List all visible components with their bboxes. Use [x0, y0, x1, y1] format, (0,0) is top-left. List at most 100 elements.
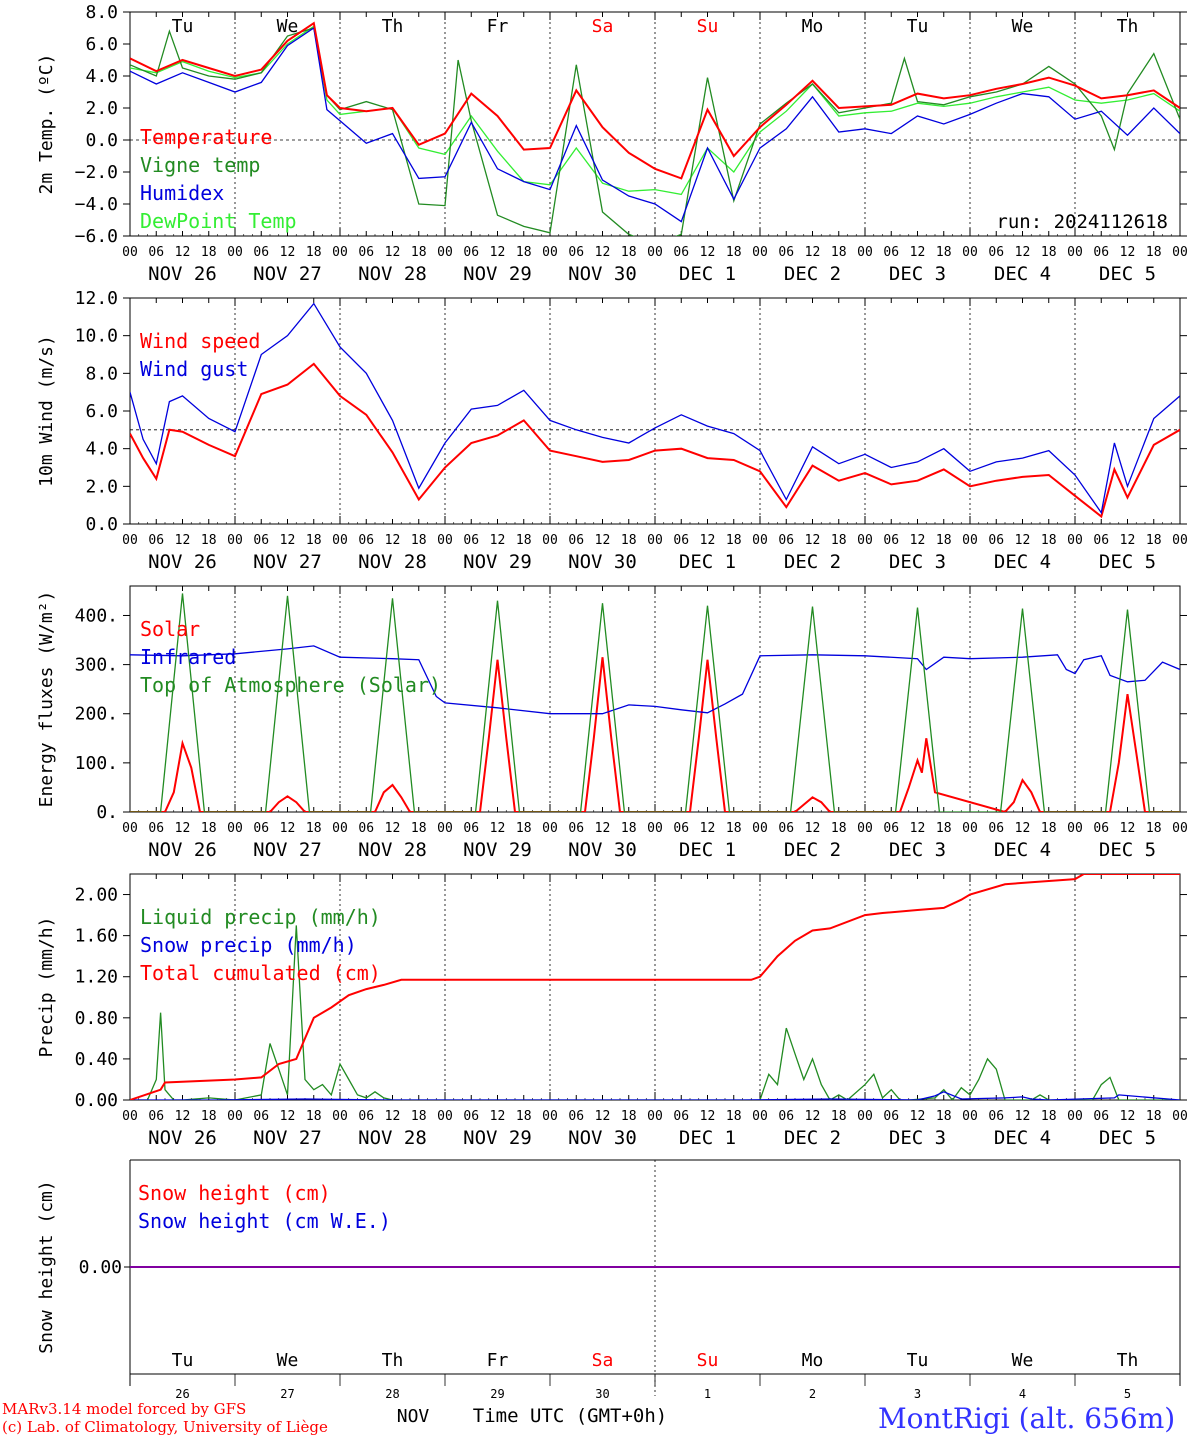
day-label-top: Tu — [172, 16, 194, 37]
hour-tick-label: 06 — [988, 1109, 1004, 1124]
hour-tick-label: 12 — [490, 821, 506, 836]
y-axis-title: Precip (mm/h) — [36, 917, 57, 1058]
hour-tick-label: 06 — [148, 533, 164, 548]
date-label: NOV 30 — [568, 263, 637, 285]
panel-5 — [124, 1159, 1181, 1396]
hour-tick-label: 00 — [1067, 533, 1083, 548]
date-label: DEC 2 — [784, 263, 841, 285]
day-label-bottom: Tu — [172, 1350, 194, 1371]
hour-tick-label: 06 — [148, 1109, 164, 1124]
series-line-wind-speed — [130, 362, 1180, 519]
panel-frame — [129, 297, 1181, 525]
date-label: DEC 1 — [679, 1127, 736, 1149]
hour-tick-label: 18 — [411, 821, 427, 836]
hour-tick-label: 06 — [253, 533, 269, 548]
hour-tick-label: 00 — [962, 245, 978, 260]
hour-tick-label: 06 — [1093, 533, 1109, 548]
hour-tick-label: 18 — [516, 245, 532, 260]
hour-tick-label: 00 — [962, 1109, 978, 1124]
panel-frame — [129, 585, 1181, 813]
series-line-solar — [130, 657, 1180, 812]
hour-tick-label: 06 — [358, 245, 374, 260]
footer-lab: (c) Lab. of Climatology, University of L… — [2, 1418, 328, 1436]
hour-tick-label: 18 — [1041, 533, 1057, 548]
day-label-bottom: We — [277, 1350, 299, 1371]
hour-tick-label: 06 — [883, 245, 899, 260]
hour-tick-label: 12 — [910, 533, 926, 548]
hour-tick-label: 06 — [253, 245, 269, 260]
series-line-top-of-atmosphere-solar- — [130, 593, 1180, 812]
hour-tick-label: 18 — [201, 245, 217, 260]
hour-tick-label: 12 — [805, 821, 821, 836]
y-tick-label: 0.0 — [85, 130, 118, 151]
date-label: NOV 28 — [358, 263, 427, 285]
hour-tick-label: 00 — [962, 533, 978, 548]
hour-tick-label: 12 — [1120, 1109, 1136, 1124]
hour-tick-label: 12 — [910, 1109, 926, 1124]
footer-model: MARv3.14 model forced by GFS — [2, 1400, 247, 1418]
legend-total-cumulated-cm-: Total cumulated (cm) — [140, 961, 381, 985]
hour-tick-label: 06 — [463, 1109, 479, 1124]
hour-tick-label: 18 — [831, 533, 847, 548]
hour-tick-label: 00 — [437, 821, 453, 836]
hour-tick-label: 00 — [647, 245, 663, 260]
legend-infrared: Infrared — [140, 645, 236, 669]
hour-tick-label: 00 — [227, 1109, 243, 1124]
y-tick-label: 1.60 — [75, 926, 118, 947]
y-tick-label: −6.0 — [75, 226, 118, 247]
hour-tick-label: 18 — [1041, 821, 1057, 836]
hour-tick-label: 12 — [805, 533, 821, 548]
hour-tick-label: 12 — [1120, 821, 1136, 836]
hour-tick-label: 12 — [385, 821, 401, 836]
series-line-liquid-precip-mm-h- — [130, 925, 1180, 1100]
hour-tick-label: 06 — [778, 533, 794, 548]
legend-snow-precip-mm-h-: Snow precip (mm/h) — [140, 933, 357, 957]
y-tick-label: 4.0 — [85, 439, 118, 460]
hour-tick-label: 00 — [227, 533, 243, 548]
hour-tick-label: 06 — [1093, 821, 1109, 836]
hour-tick-label: 18 — [411, 1109, 427, 1124]
y-tick-label: 0.00 — [75, 1090, 118, 1111]
hour-tick-label: 00 — [752, 533, 768, 548]
panel-2 — [123, 297, 1187, 525]
date-label: DEC 4 — [994, 551, 1051, 573]
hour-tick-label: 00 — [122, 821, 138, 836]
series-line-snow-precip-mm-h- — [130, 1091, 1180, 1100]
day-number: 1 — [704, 1387, 711, 1401]
day-number: 2 — [809, 1387, 816, 1401]
legend-wind-gust: Wind gust — [140, 357, 248, 381]
y-tick-label: 6.0 — [85, 401, 118, 422]
hour-tick-label: 00 — [857, 1109, 873, 1124]
hour-tick-label: 06 — [568, 245, 584, 260]
station-label: MontRigi (alt. 656m) — [878, 1402, 1175, 1435]
y-tick-label: 0.0 — [85, 514, 118, 535]
footer-credits: MARv3.14 model forced by GFS (c) Lab. of… — [2, 1400, 328, 1436]
hour-tick-label: 12 — [1015, 821, 1031, 836]
day-label-top: Tu — [907, 16, 929, 37]
hour-tick-label: 18 — [516, 533, 532, 548]
date-label: DEC 3 — [889, 1127, 946, 1149]
hour-tick-label: 06 — [358, 1109, 374, 1124]
legend-solar: Solar — [140, 617, 200, 641]
hour-tick-label: 00 — [857, 245, 873, 260]
hour-tick-label: 18 — [201, 533, 217, 548]
day-label-bottom: Sa — [592, 1350, 614, 1371]
day-label-bottom: Su — [697, 1350, 719, 1371]
hour-tick-label: 18 — [201, 821, 217, 836]
y-tick-label: 0.00 — [79, 1257, 122, 1278]
y-axis-title: Snow height (cm) — [36, 1180, 57, 1353]
hour-tick-label: 06 — [253, 1109, 269, 1124]
hour-tick-label: 06 — [778, 1109, 794, 1124]
hour-tick-label: 00 — [1172, 245, 1188, 260]
hour-tick-label: 12 — [595, 245, 611, 260]
hour-tick-label: 12 — [280, 821, 296, 836]
date-label: DEC 4 — [994, 263, 1051, 285]
hour-tick-label: 00 — [332, 821, 348, 836]
day-label-top: Fr — [487, 16, 509, 37]
date-label: NOV 26 — [148, 263, 217, 285]
legend-top-of-atmosphere-solar-: Top of Atmosphere (Solar) — [140, 673, 441, 697]
date-label: DEC 1 — [679, 551, 736, 573]
hour-tick-label: 18 — [831, 245, 847, 260]
hour-tick-label: 12 — [805, 245, 821, 260]
hour-tick-label: 00 — [437, 1109, 453, 1124]
